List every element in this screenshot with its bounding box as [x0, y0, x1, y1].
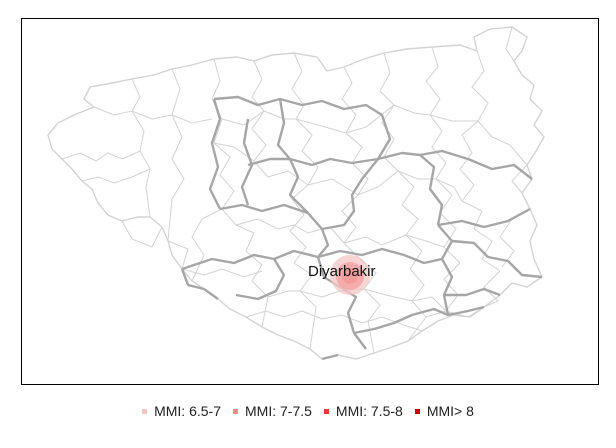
region-outline [47, 26, 545, 360]
legend: MMI: 6.5-7 MMI: 7-7.5 MMI: 7.5-8 MMI> 8 [0, 401, 616, 421]
legend-label: MMI: 7.5-8 [335, 403, 403, 419]
province-boundaries [180, 95, 543, 361]
legend-label: MMI> 8 [426, 403, 474, 419]
legend-swatch [323, 408, 329, 414]
legend-label: MMI: 6.5-7 [154, 403, 221, 419]
map-canvas [47, 26, 545, 361]
legend-item-mmi-7-5-8: MMI: 7.5-8 [323, 403, 403, 419]
legend-item-mmi-8-plus: MMI> 8 [414, 403, 474, 419]
district-boundaries [61, 26, 531, 354]
legend-swatch [414, 408, 420, 414]
legend-label: MMI: 7-7.5 [245, 403, 312, 419]
legend-item-mmi-7-7-5: MMI: 7-7.5 [233, 403, 312, 419]
intensity-zone [330, 255, 370, 295]
legend-swatch [233, 408, 238, 414]
legend-item-mmi-6-5-7: MMI: 6.5-7 [142, 403, 221, 419]
map-panel: Diyarbakir [21, 18, 599, 385]
city-label-diyarbakir: Diyarbakir [308, 263, 376, 280]
legend-swatch [142, 408, 148, 414]
